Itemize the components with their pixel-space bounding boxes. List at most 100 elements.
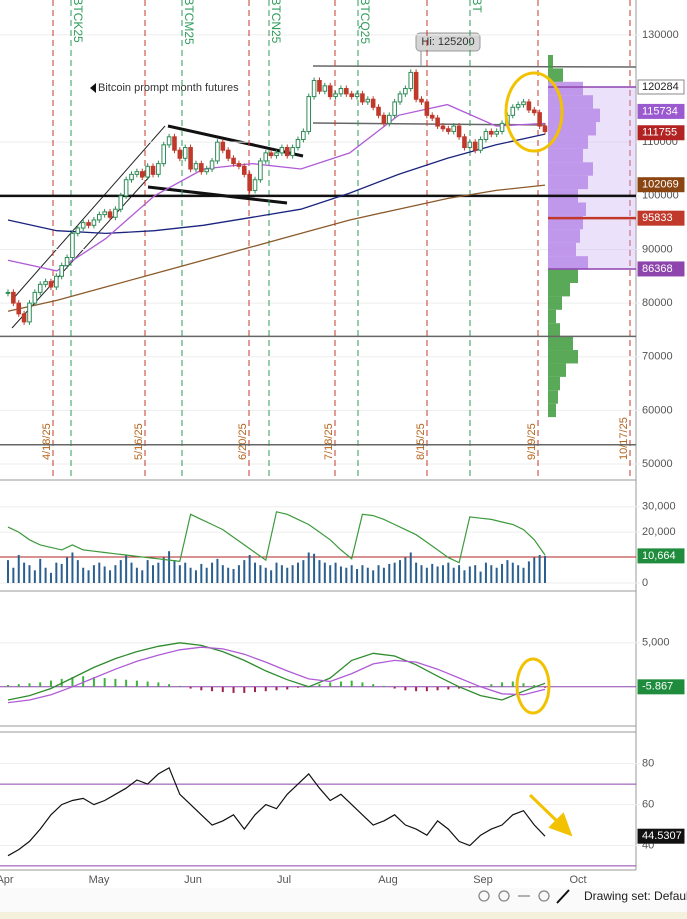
histogram-bar	[243, 686, 246, 693]
volume-bar	[382, 567, 385, 583]
volume-bar	[296, 562, 299, 583]
candle-body	[274, 152, 279, 157]
candle-body	[75, 227, 81, 234]
y-tick-label: 100000	[642, 190, 679, 202]
histogram-bar	[296, 686, 299, 688]
candle-body	[156, 163, 161, 175]
candle-body	[462, 136, 467, 149]
y-tick-label: 60000	[642, 404, 673, 416]
candle-body	[215, 141, 220, 162]
x-tick-label: Jun	[184, 874, 202, 886]
volume-bar	[194, 570, 197, 583]
volume-bar	[377, 565, 380, 583]
candle-body	[5, 291, 11, 294]
candle-body	[11, 291, 16, 304]
candle-body	[381, 114, 387, 124]
y-tick-label: 30,000	[642, 501, 676, 513]
volume-bar	[103, 566, 106, 583]
candle-body	[446, 128, 451, 132]
candle-body	[107, 211, 113, 218]
candle-body	[279, 147, 285, 154]
moving-average	[7, 184, 546, 312]
candle-body	[43, 281, 48, 285]
volume-bar	[221, 565, 224, 583]
price-level-label-box	[637, 261, 685, 277]
volume-bar	[458, 565, 461, 583]
contract-label: /BTCM25	[182, 0, 196, 45]
profile-bar	[548, 309, 556, 324]
volume-bar	[130, 562, 133, 583]
contract-label: /BTCN25	[269, 0, 283, 44]
candle-body	[397, 93, 403, 103]
volume-bar	[55, 562, 58, 583]
candle-body	[456, 125, 462, 138]
volume-bar	[474, 565, 477, 583]
histogram-bar	[157, 682, 160, 687]
candle-body	[102, 211, 107, 216]
histogram-bar	[17, 684, 20, 687]
volume-bar	[399, 560, 402, 583]
price-level-label-box	[637, 125, 685, 141]
candle-body	[247, 173, 252, 191]
candle-body	[542, 125, 548, 132]
candle-body	[376, 106, 381, 116]
histogram-bar	[286, 686, 289, 690]
volume-bar	[388, 563, 391, 583]
histogram-bar	[522, 683, 525, 687]
volume-bar	[511, 562, 514, 583]
volume-bar	[98, 562, 101, 583]
histogram-bar	[372, 684, 375, 687]
volume-bar	[17, 555, 20, 583]
candle-body	[360, 93, 365, 103]
volume-bar	[259, 565, 262, 583]
volume-bar	[28, 565, 31, 583]
candle-body	[182, 147, 188, 159]
candle-body	[499, 122, 505, 132]
volume-bar	[404, 557, 407, 583]
volume-bar	[248, 555, 251, 583]
candle-body	[59, 265, 65, 277]
histogram-bar	[211, 686, 214, 692]
volume-bar	[178, 565, 181, 583]
candle-body	[258, 160, 263, 181]
candle-body	[139, 171, 145, 178]
y-tick-label: 20,000	[642, 526, 676, 538]
toolbar-icons[interactable]	[478, 889, 570, 904]
volume-bar	[517, 565, 520, 583]
candle-body	[177, 149, 183, 159]
toolbar	[0, 888, 687, 912]
histogram-bar	[382, 685, 385, 687]
volume-bar	[76, 560, 79, 583]
volume-bar	[254, 562, 257, 583]
histogram-bar	[544, 686, 546, 688]
volume-bar	[479, 571, 482, 583]
profile-bar	[548, 282, 570, 297]
candle-body	[150, 165, 156, 175]
volume-bar	[211, 562, 214, 583]
candle-body	[494, 130, 499, 135]
profile-bar	[548, 162, 593, 176]
volume-bar	[447, 562, 450, 583]
histogram-bar	[7, 685, 9, 687]
candle-body	[392, 101, 397, 116]
profile-bar	[548, 390, 558, 404]
candle-body	[123, 179, 129, 197]
profile-bar	[548, 68, 563, 82]
moving-average	[7, 103, 546, 272]
profile-bar	[548, 256, 588, 270]
candle-body	[510, 106, 516, 116]
histogram-bar	[92, 677, 95, 687]
volume-bar	[39, 558, 42, 583]
x-tick-label: Aug	[378, 874, 398, 886]
volume-bar	[356, 569, 359, 583]
histogram-bar	[135, 680, 138, 687]
volume-bar	[66, 557, 69, 583]
arrow	[528, 793, 573, 837]
y-tick-label: 5,000	[642, 637, 670, 649]
candle-body	[521, 101, 526, 106]
volume-bar	[109, 570, 112, 583]
highlight	[504, 71, 564, 153]
candle-body	[301, 130, 306, 140]
candle-body	[472, 141, 478, 151]
candle-body	[424, 101, 430, 116]
